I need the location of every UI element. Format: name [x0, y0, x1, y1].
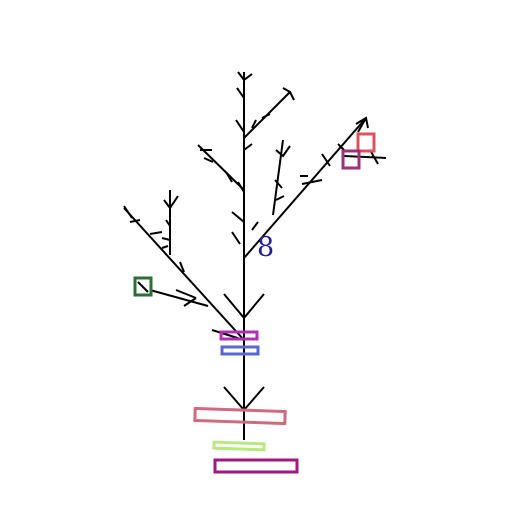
right-branch-tip: [357, 117, 367, 133]
rect-lime: [212, 440, 266, 452]
center-left-branch: [197, 144, 245, 191]
rect-pink: [193, 406, 287, 426]
trunk-fork-middle: [223, 293, 265, 320]
trunk-twigs: [231, 87, 253, 223]
left-branch: [123, 207, 245, 341]
square-green: [133, 276, 153, 297]
center-left-twigs: [200, 149, 233, 183]
rect-magenta: [219, 330, 259, 341]
center-twigs: [274, 145, 291, 201]
left-subbranch-twigs: [137, 195, 179, 293]
right-branch: [243, 117, 367, 259]
number-label: 8: [257, 232, 274, 263]
rect-blue: [220, 345, 260, 356]
center-branch: [272, 139, 284, 216]
square-purple: [341, 149, 361, 170]
trunk-tip: [237, 71, 253, 82]
left-branch-twigs: [123, 205, 209, 307]
square-red: [356, 132, 376, 153]
rect-purple: [213, 458, 299, 474]
small-center-twig: [231, 221, 259, 245]
upper-right-twigs: [251, 87, 295, 129]
